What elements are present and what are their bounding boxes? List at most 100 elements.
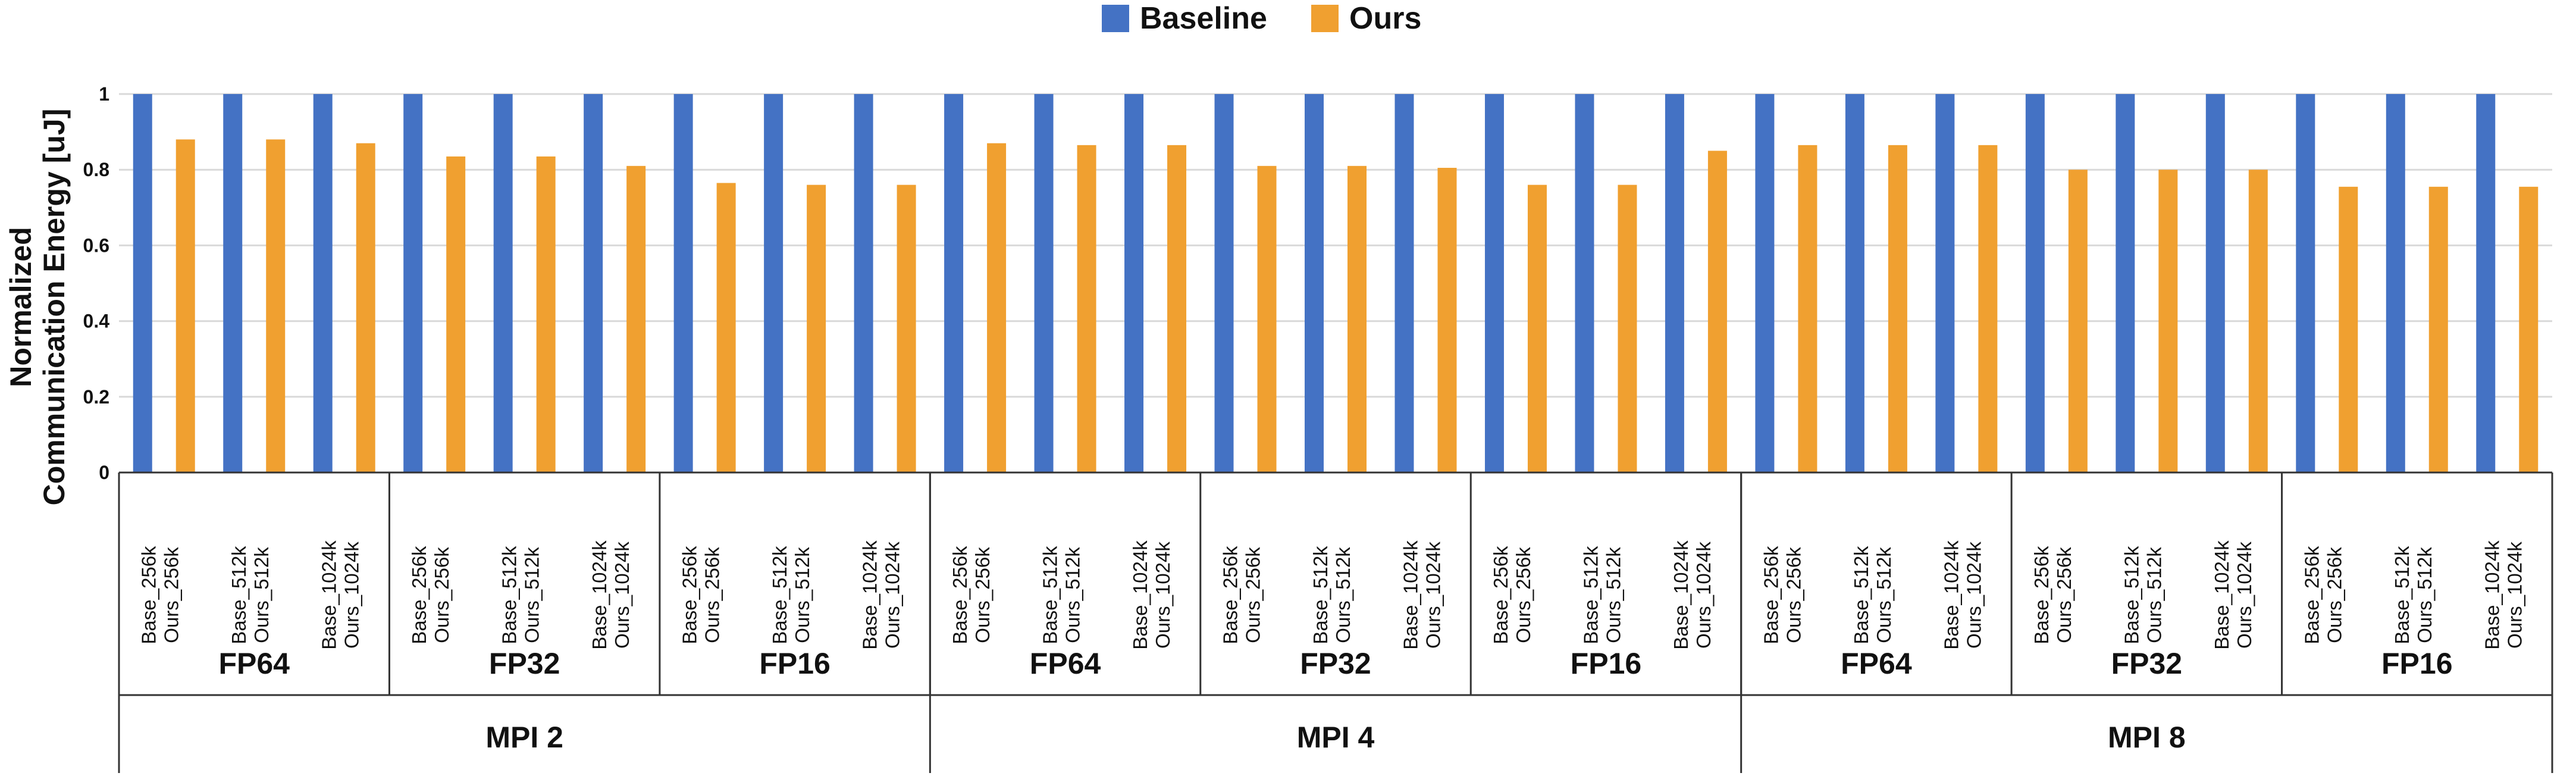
- bar-baseline: [1665, 94, 1684, 473]
- x-tick-label-base: Base_256k: [2030, 546, 2052, 644]
- precision-group-label: FP64: [1030, 647, 1101, 680]
- precision-group-label: FP16: [1571, 647, 1642, 680]
- bar-baseline: [1124, 94, 1144, 473]
- bar-ours: [626, 165, 646, 473]
- x-tick-label-ours: Ours_256k: [1782, 547, 1804, 643]
- bar-baseline: [944, 94, 964, 473]
- x-tick-label-ours: Ours_256k: [431, 547, 453, 643]
- bar-ours: [807, 184, 826, 473]
- x-tick-label-base: Base_256k: [1760, 546, 1782, 644]
- bar-ours: [266, 139, 286, 473]
- bar-baseline: [1845, 94, 1864, 473]
- legend-label-baseline: Baseline: [1140, 1, 1267, 36]
- x-tick-label-ours: Ours_1024k: [611, 542, 633, 649]
- gridlines: [119, 93, 2552, 474]
- precision-group-label: FP32: [1300, 647, 1371, 680]
- x-tick-label-ours: Ours_512k: [1332, 547, 1354, 643]
- x-tick-label-ours: Ours_1024k: [882, 542, 904, 649]
- legend: Baseline Ours: [1102, 1, 1421, 36]
- bar-baseline: [1394, 94, 1414, 473]
- bar-baseline: [223, 94, 243, 473]
- y-tick-label: 0.8: [83, 159, 109, 180]
- x-tick-label-ours: Ours_512k: [1873, 547, 1895, 643]
- x-tick-label-base: Base_512k: [499, 546, 521, 644]
- x-tick-label-base: Base_256k: [679, 546, 701, 644]
- x-tick-label-base: Base_256k: [1490, 546, 1512, 644]
- x-tick-label-base: Base_512k: [1850, 546, 1872, 644]
- bar-ours: [1167, 145, 1187, 473]
- precision-group-label: FP32: [2111, 647, 2183, 680]
- x-tick-label-base: Base_1024k: [1399, 540, 1421, 650]
- bar-ours: [897, 184, 916, 473]
- x-tick-label-ours: Ours_256k: [972, 547, 994, 643]
- x-tick-label-ours: Ours_256k: [2053, 547, 2075, 643]
- precision-group-label: FP16: [2381, 647, 2453, 680]
- bar-ours: [1437, 168, 1457, 473]
- bar-baseline: [2296, 94, 2315, 473]
- x-tick-label-base: Base_512k: [1580, 546, 1602, 644]
- bar-ours: [2428, 186, 2448, 473]
- bar-ours: [1347, 165, 1367, 473]
- x-tick-label-base: Base_1024k: [318, 540, 340, 650]
- x-tick-label-base: Base_512k: [2391, 546, 2413, 644]
- bar-ours: [1798, 145, 1817, 473]
- bar-baseline: [854, 94, 873, 473]
- x-tick-label-base: Base_1024k: [588, 540, 610, 650]
- x-tick-label-ours: Ours_512k: [2143, 547, 2165, 643]
- bar-baseline: [1484, 94, 1504, 473]
- bar-baseline: [493, 94, 513, 473]
- x-tick-label-ours: Ours_256k: [1512, 547, 1534, 643]
- mpi-group-label: MPI 8: [2108, 721, 2186, 754]
- x-tick-label-base: Base_512k: [1039, 546, 1061, 644]
- x-tick-label-ours: Ours_256k: [1242, 547, 1264, 643]
- bar-baseline: [1034, 94, 1054, 473]
- x-tick-label-base: Base_512k: [769, 546, 791, 644]
- y-tick-label: 1: [99, 83, 109, 105]
- bar-baseline: [584, 94, 603, 473]
- bar-baseline: [1305, 94, 1324, 473]
- bar-baseline: [313, 94, 333, 473]
- legend-label-ours: Ours: [1349, 1, 1421, 36]
- bar-baseline: [2386, 94, 2405, 473]
- bar-ours: [2158, 170, 2178, 473]
- x-tick-label-ours: Ours_1024k: [341, 542, 363, 649]
- x-tick-label-ours: Ours_512k: [250, 547, 272, 643]
- bar-baseline: [1755, 94, 1775, 473]
- x-tick-label-base: Base_1024k: [1940, 540, 1962, 650]
- bar-baseline: [1935, 94, 1955, 473]
- bar-baseline: [2116, 94, 2135, 473]
- y-tick-label: 0.6: [83, 234, 109, 256]
- x-tick-label-base: Base_256k: [2301, 546, 2323, 644]
- group-labels: FP64 FP32 FP16 FP64 FP32 FP16 FP64 FP32 FP16 MPI …: [118, 471, 2553, 773]
- bar-ours: [1527, 184, 1547, 473]
- y-axis-label-line-2: Communication Energy [uJ]: [37, 109, 71, 506]
- bar-ours: [1888, 145, 1907, 473]
- bar-ours: [2519, 186, 2539, 473]
- bar-ours: [1618, 184, 1637, 473]
- x-tick-label-base: Base_256k: [138, 546, 160, 644]
- x-tick-label-ours: Ours_512k: [791, 547, 813, 643]
- y-tick-label: 0: [99, 462, 109, 483]
- precision-group-label: FP32: [489, 647, 560, 680]
- legend-swatch-ours: [1311, 5, 1339, 32]
- bar-baseline: [403, 94, 423, 473]
- y-axis-label-line-1: Normalized: [4, 227, 37, 387]
- bar-baseline: [2025, 94, 2045, 473]
- x-tick-label-base: Base_256k: [949, 546, 971, 644]
- precision-group-label: FP16: [759, 647, 831, 680]
- x-tick-label-ours: Ours_512k: [1602, 547, 1624, 643]
- bar-ours: [987, 143, 1007, 473]
- x-tick-label-base: Base_256k: [1220, 546, 1242, 644]
- x-tick-label-base: Base_1024k: [1129, 540, 1151, 650]
- x-tick-label-base: Base_1024k: [2211, 540, 2233, 650]
- bar-baseline: [764, 94, 784, 473]
- bar-baseline: [1575, 94, 1594, 473]
- precision-group-label: FP64: [1841, 647, 1912, 680]
- x-tick-label-ours: Ours_256k: [2323, 547, 2345, 643]
- x-tick-label-base: Base_1024k: [859, 540, 881, 650]
- bar-ours: [2339, 186, 2358, 473]
- y-tick-label: 0.2: [83, 386, 109, 408]
- bars: [133, 94, 2539, 473]
